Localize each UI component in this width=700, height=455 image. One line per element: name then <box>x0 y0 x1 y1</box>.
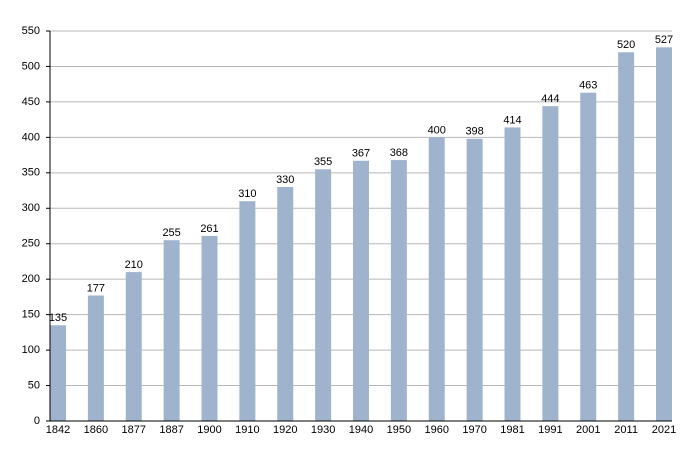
y-tick-label: 250 <box>22 238 40 250</box>
value-label: 414 <box>503 114 521 126</box>
y-tick-label: 0 <box>34 415 40 427</box>
x-tick-label: 2021 <box>652 424 676 436</box>
y-tick-label: 50 <box>28 379 40 391</box>
value-label: 527 <box>655 34 673 46</box>
y-tick-label: 300 <box>22 202 40 214</box>
x-tick-label: 1960 <box>425 424 449 436</box>
bar <box>618 52 635 421</box>
y-tick-label: 100 <box>22 344 40 356</box>
value-label: 367 <box>352 148 370 160</box>
bar <box>163 240 180 421</box>
x-tick-label: 1910 <box>235 424 259 436</box>
y-tick-label: 500 <box>22 60 40 72</box>
x-tick-label: 1950 <box>387 424 411 436</box>
value-label: 330 <box>276 174 294 186</box>
x-tick-label: 1920 <box>273 424 297 436</box>
bar <box>353 160 369 421</box>
bar <box>428 137 445 421</box>
bar <box>125 272 142 421</box>
x-tick-label: 1860 <box>84 424 108 436</box>
x-tick-label: 1981 <box>500 424 524 436</box>
bar <box>656 47 672 422</box>
value-label: 463 <box>579 80 597 92</box>
bar <box>542 106 559 421</box>
bar <box>315 169 332 421</box>
x-tick-label: 1930 <box>311 424 335 436</box>
x-tick-label: 1940 <box>349 424 373 436</box>
bar <box>201 235 218 421</box>
y-tick-label: 150 <box>22 309 40 321</box>
value-label: 177 <box>87 282 105 294</box>
value-label: 310 <box>238 188 256 200</box>
value-label: 255 <box>162 227 180 239</box>
value-label: 368 <box>390 147 408 159</box>
value-label: 520 <box>617 39 635 51</box>
value-label: 444 <box>541 93 559 105</box>
x-tick-label: 1877 <box>122 424 146 436</box>
value-label: 398 <box>465 126 483 138</box>
x-tick-label: 1842 <box>46 424 70 436</box>
x-tick-label: 1900 <box>197 424 221 436</box>
bar <box>239 201 256 421</box>
value-label: 135 <box>49 312 67 324</box>
x-tick-label: 1887 <box>159 424 183 436</box>
bar <box>580 92 597 421</box>
y-tick-label: 350 <box>22 167 40 179</box>
bar <box>466 138 483 422</box>
x-tick-label: 1991 <box>538 424 562 436</box>
value-label: 210 <box>125 259 143 271</box>
value-label: 355 <box>314 156 332 168</box>
axes: 0 50 100 150 200 250 300 350 400 450 500 550 1842 186… <box>22 25 677 436</box>
y-tick-label: 450 <box>22 96 40 108</box>
x-tick-label: 2011 <box>614 424 638 436</box>
bar <box>277 187 294 421</box>
x-tick-label: 2001 <box>576 424 600 436</box>
bar <box>504 127 521 421</box>
value-label: 261 <box>200 223 218 235</box>
x-tick-label: 1970 <box>462 424 486 436</box>
bars: 135 177 210 255 261 310 330 355 367 368 400 398 414 4… <box>49 34 673 422</box>
y-tick-label: 200 <box>22 273 40 285</box>
bar <box>390 160 407 421</box>
value-label: 400 <box>428 124 446 136</box>
y-tick-label: 400 <box>22 131 40 143</box>
y-tick-label: 550 <box>22 25 40 37</box>
bar <box>50 325 66 421</box>
bar <box>87 295 104 421</box>
